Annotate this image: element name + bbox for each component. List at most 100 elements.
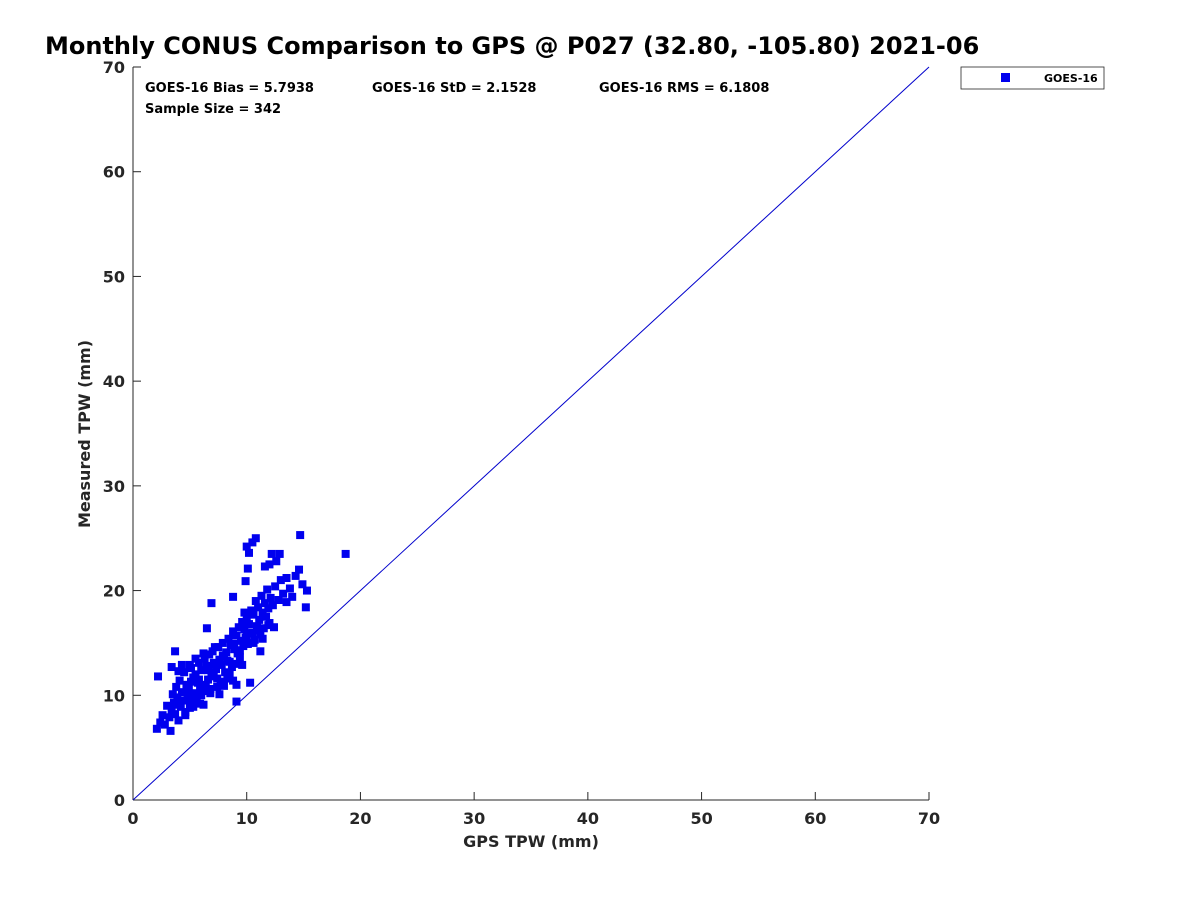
data-point <box>230 639 239 648</box>
x-axis-label: GPS TPW (mm) <box>463 832 599 851</box>
data-point <box>196 686 205 695</box>
data-point <box>263 585 272 594</box>
data-point <box>173 693 182 702</box>
data-point <box>156 718 165 727</box>
data-point <box>237 636 246 645</box>
data-point <box>199 649 208 658</box>
data-point <box>221 668 230 677</box>
data-point <box>302 586 311 595</box>
legend-box <box>960 66 1105 90</box>
data-point <box>154 672 163 681</box>
rms-stat: GOES-16 RMS = 6.1808 <box>599 81 769 96</box>
data-point <box>279 589 288 598</box>
data-point <box>192 695 201 704</box>
data-point <box>223 656 232 665</box>
data-point <box>257 591 266 600</box>
data-point <box>249 638 258 647</box>
data-point <box>235 646 244 655</box>
data-point <box>244 548 253 557</box>
data-point <box>267 549 276 558</box>
data-point <box>291 571 300 580</box>
data-point <box>191 654 200 663</box>
data-point <box>238 660 247 669</box>
data-point <box>288 592 297 601</box>
x-tick-label: 40 <box>577 809 599 828</box>
data-point <box>295 565 304 574</box>
data-point <box>282 598 291 607</box>
data-point <box>224 634 233 643</box>
data-point <box>206 689 215 698</box>
data-point <box>217 660 226 669</box>
x-tick-label: 0 <box>127 809 138 828</box>
data-point <box>197 691 206 700</box>
data-point <box>238 617 247 626</box>
data-point <box>184 681 193 690</box>
data-point <box>163 701 172 710</box>
data-point <box>229 627 238 636</box>
data-point <box>219 681 228 690</box>
data-point <box>202 661 211 670</box>
data-point <box>256 630 265 639</box>
data-point <box>209 658 218 667</box>
data-point <box>248 538 257 547</box>
data-point <box>204 675 213 684</box>
x-tick-label: 60 <box>804 809 826 828</box>
data-point <box>200 654 209 663</box>
data-point <box>258 634 267 643</box>
data-point <box>185 660 194 669</box>
data-point <box>229 592 238 601</box>
y-tick-label: 30 <box>103 477 125 496</box>
sample-size-stat: Sample Size = 342 <box>145 102 281 117</box>
data-point <box>260 599 269 608</box>
data-point <box>168 690 177 699</box>
data-point <box>189 702 198 711</box>
data-point <box>247 606 256 615</box>
data-point <box>266 593 275 602</box>
data-point <box>181 711 190 720</box>
data-point <box>232 631 241 640</box>
data-point <box>274 595 283 604</box>
data-point <box>177 688 186 697</box>
data-point <box>268 601 277 610</box>
data-point <box>197 666 206 675</box>
data-point <box>174 716 183 725</box>
data-point <box>212 665 221 674</box>
y-ticks: 0 10 20 30 40 50 60 70 <box>103 58 141 810</box>
goes16-points <box>152 531 350 735</box>
data-point <box>231 659 240 668</box>
legend-marker-square-icon <box>1001 73 1010 82</box>
data-point <box>248 628 257 637</box>
data-point <box>251 597 260 606</box>
data-point <box>240 625 249 634</box>
x-tick-label: 70 <box>918 809 940 828</box>
data-point <box>296 531 305 540</box>
x-tick-label: 50 <box>690 809 712 828</box>
data-point <box>208 647 217 656</box>
data-point <box>213 674 222 683</box>
data-point <box>229 676 238 685</box>
data-point <box>169 698 178 707</box>
x-tick-label: 10 <box>236 809 258 828</box>
data-point <box>204 666 213 675</box>
data-point <box>259 624 268 633</box>
data-point <box>276 576 285 585</box>
y-tick-label: 10 <box>103 686 125 705</box>
data-point <box>190 689 199 698</box>
data-point <box>264 604 273 613</box>
y-axis-label: Measured TPW (mm) <box>75 340 94 528</box>
data-point <box>165 713 174 722</box>
data-point <box>260 562 269 571</box>
y-tick-label: 0 <box>114 791 125 810</box>
data-point <box>230 645 239 654</box>
data-point <box>185 696 194 705</box>
data-point <box>174 700 183 709</box>
data-point <box>242 613 251 622</box>
data-point <box>243 564 252 573</box>
one-to-one-line <box>132 66 930 801</box>
data-point <box>262 612 271 621</box>
data-point <box>285 584 294 593</box>
data-point <box>225 670 234 679</box>
data-point <box>243 639 252 648</box>
data-point <box>179 696 188 705</box>
data-point <box>174 667 183 676</box>
